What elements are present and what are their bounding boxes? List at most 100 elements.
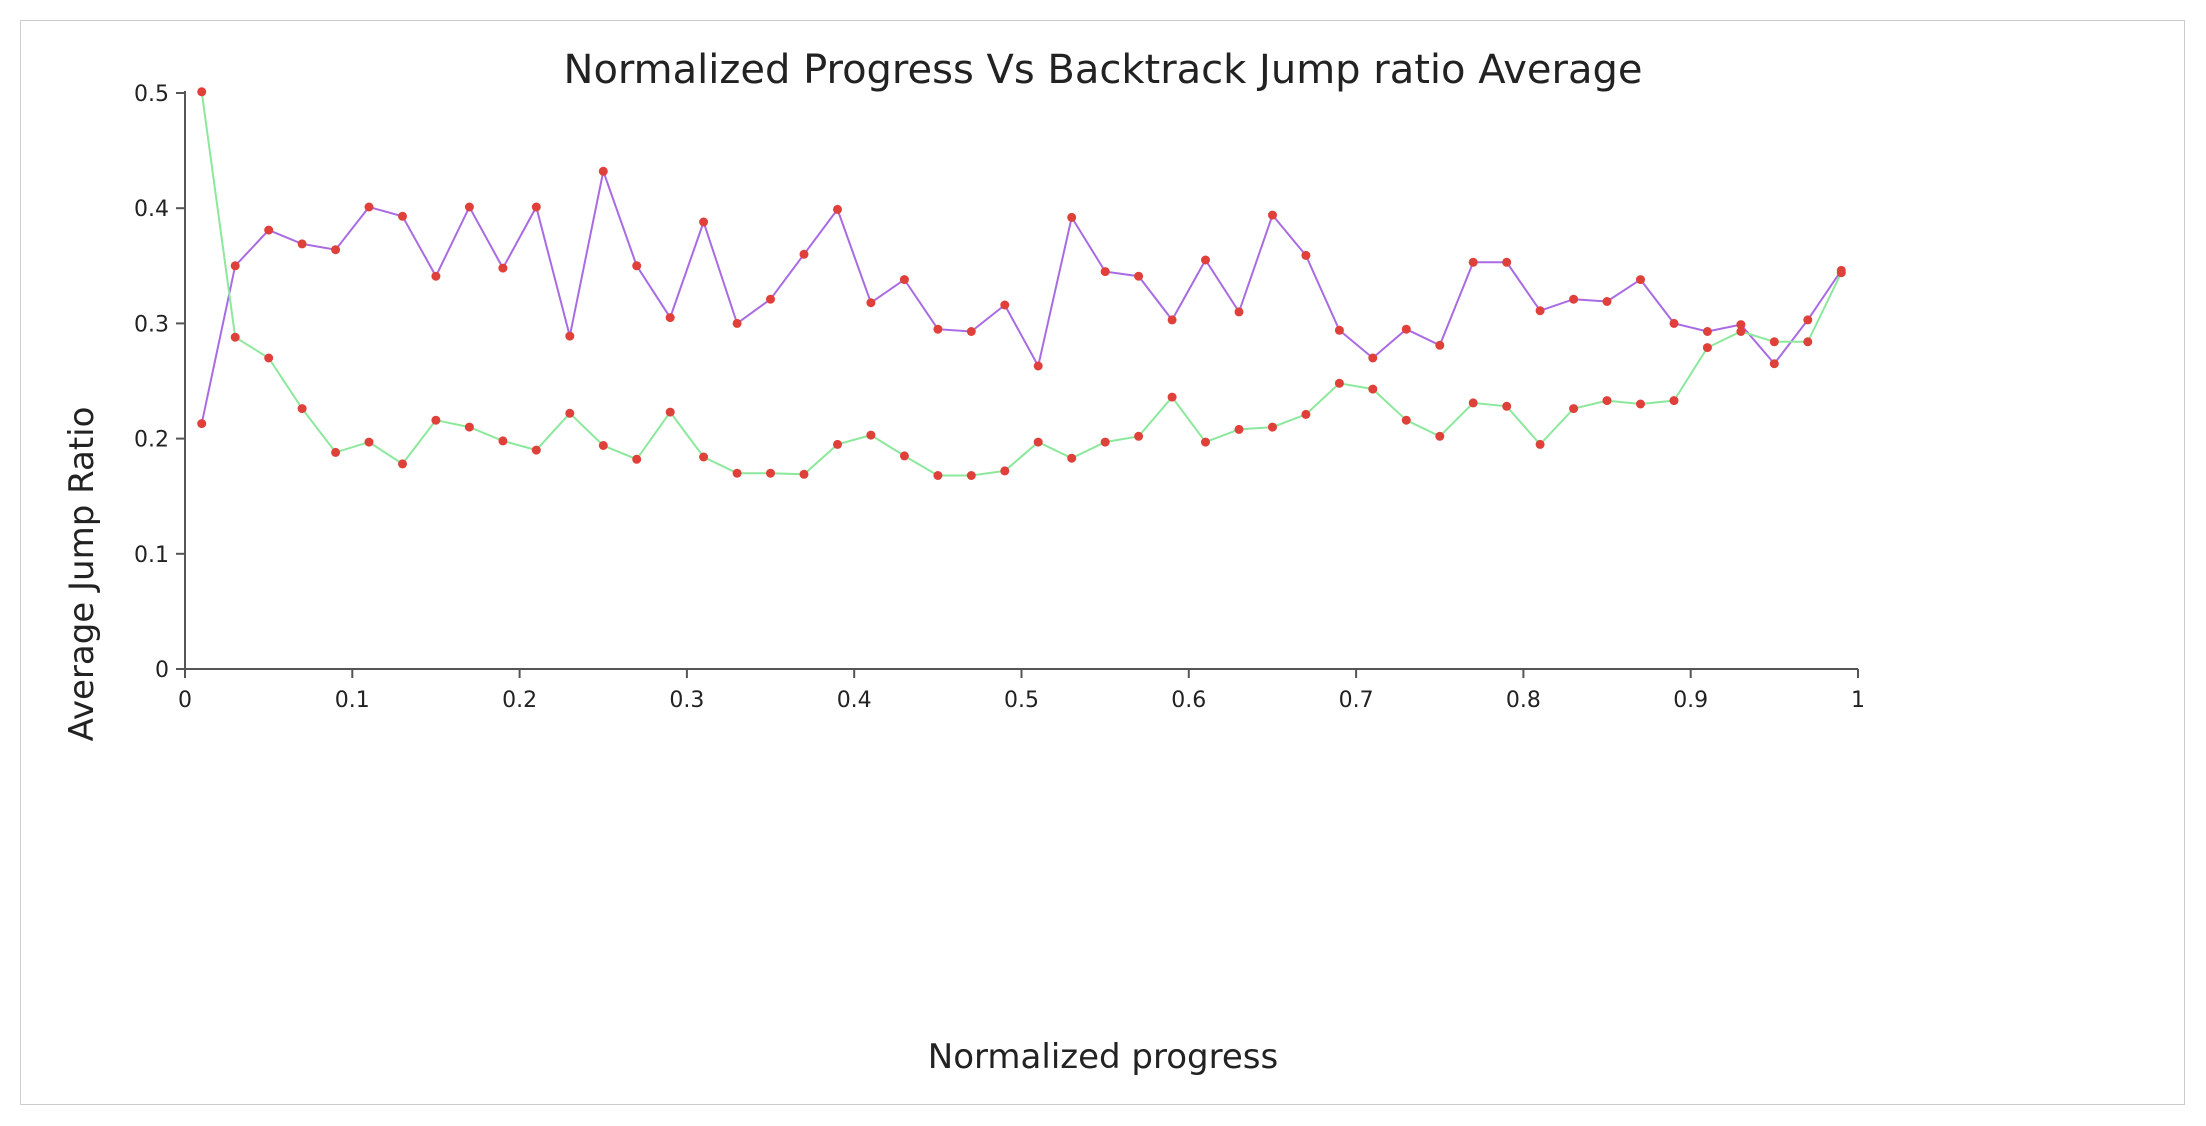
data-point-series-2 [531,445,541,455]
data-point-series-1 [264,225,274,235]
x-tick-label: 0.6 [1171,688,1206,713]
data-point-series-2 [799,469,809,479]
data-point-series-2 [398,459,407,469]
data-point-series-1 [1636,275,1645,285]
data-point-series-1 [699,217,709,227]
y-axis-label: Average Jump Ratio [62,407,102,742]
data-point-series-2 [1669,396,1679,406]
data-point-series-1 [1301,250,1311,260]
data-point-series-1 [1669,318,1679,328]
data-point-series-2 [1535,439,1545,449]
data-point-series-1 [799,249,809,259]
data-point-series-2 [431,415,441,425]
data-point-series-2 [866,430,876,440]
data-point-series-1 [431,271,441,281]
y-tick-label: 0.4 [134,197,169,222]
data-point-series-2 [364,437,374,447]
data-point-series-1 [899,275,909,285]
data-point-series-1 [1134,271,1144,281]
data-point-series-2 [1803,337,1813,347]
series-line-1 [200,167,1843,424]
data-point-series-2 [966,471,976,480]
data-point-series-1 [1268,210,1277,220]
x-tick-label: 0.4 [837,688,872,713]
x-tick-label: 0.7 [1339,688,1374,713]
data-point-series-2 [665,407,675,417]
data-point-series-2 [1334,378,1344,388]
x-tick-label: 0.8 [1506,688,1541,713]
data-point-series-1 [230,261,240,271]
data-point-series-1 [1368,353,1378,363]
data-point-series-2 [1468,398,1478,408]
data-point-series-2 [565,408,575,418]
data-point-series-2 [1201,437,1210,447]
data-point-series-1 [1234,307,1244,317]
data-point-series-1 [598,166,608,176]
data-point-series-1 [933,324,943,334]
data-point-series-1 [565,331,575,341]
data-point-series-2 [331,447,341,457]
data-point-series-1 [1468,257,1478,267]
data-point-series-2 [1000,466,1010,476]
data-point-series-1 [197,419,207,429]
data-point-series-1 [1435,340,1445,350]
data-point-series-2 [1301,409,1311,419]
data-point-series-2 [264,353,274,363]
data-point-series-2 [1602,396,1612,406]
data-point-series-2 [1268,422,1277,432]
x-tick-label: 0.9 [1673,688,1708,713]
data-point-series-1 [1201,255,1210,265]
y-tick-label: 0 [155,658,169,683]
data-point-series-1 [1100,267,1110,277]
data-point-series-1 [498,263,508,273]
data-point-series-2 [1769,337,1779,347]
data-point-series-2 [1167,392,1177,402]
x-tick-label: 1 [1851,688,1865,713]
data-point-series-2 [766,468,775,478]
x-tick-label: 0.3 [669,688,704,713]
data-point-series-2 [632,454,642,464]
data-point-series-2 [1234,424,1244,434]
data-point-series-2 [1636,399,1645,409]
data-point-series-1 [1033,361,1043,371]
data-point-series-1 [1535,306,1545,316]
data-point-series-1 [364,202,374,212]
data-point-series-2 [598,441,608,450]
data-point-series-2 [899,451,909,461]
data-point-series-1 [1803,315,1813,325]
data-point-series-2 [1435,431,1445,441]
data-point-series-1 [398,211,407,221]
data-point-series-2 [297,404,307,414]
data-point-series-2 [1702,343,1712,353]
data-point-series-2 [1502,401,1512,411]
data-point-series-1 [632,261,642,271]
data-point-series-2 [933,471,943,480]
data-point-series-1 [1702,327,1712,336]
data-point-series-1 [1602,297,1612,306]
data-point-series-2 [1401,415,1411,425]
data-point-series-1 [1769,359,1779,369]
data-point-series-1 [833,204,842,214]
data-point-series-2 [1100,437,1110,447]
data-point-series-1 [331,245,341,255]
series-line-2 [200,91,1843,477]
x-tick-label: 0.2 [502,688,537,713]
data-point-series-1 [1736,320,1746,330]
data-point-series-2 [1134,431,1144,441]
data-point-series-2 [833,439,842,449]
data-point-series-2 [699,452,709,462]
chart-frame: Normalized Progress Vs Backtrack Jump ra… [20,20,2185,1105]
data-point-series-1 [464,202,474,212]
data-point-series-2 [1033,437,1043,447]
data-point-series-2 [498,436,508,446]
y-tick-label: 0.3 [134,312,169,337]
data-point-series-1 [1067,212,1077,222]
y-tick-label: 0.2 [134,428,169,453]
data-point-series-2 [1067,453,1077,463]
data-point-series-2 [1368,384,1378,394]
data-point-series-2 [732,468,742,478]
data-point-series-2 [1736,327,1746,336]
data-point-series-2 [230,332,240,342]
chart-title: Normalized Progress Vs Backtrack Jump ra… [564,47,1643,93]
x-tick-label: 0.5 [1004,688,1039,713]
